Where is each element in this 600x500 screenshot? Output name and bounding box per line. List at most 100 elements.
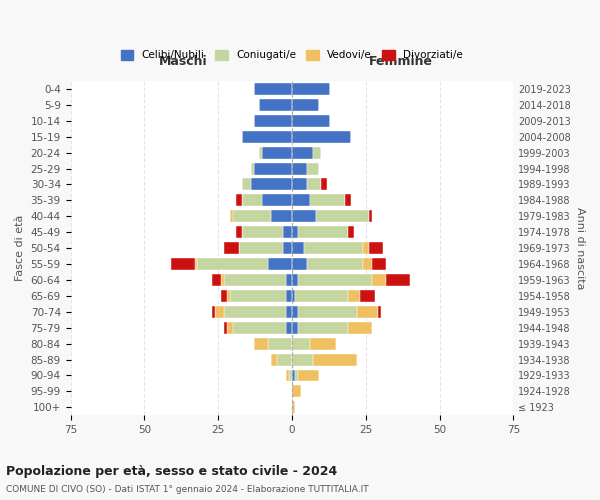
Bar bbox=[298, 306, 357, 318]
Bar bbox=[171, 258, 194, 270]
Bar bbox=[251, 162, 254, 174]
Bar bbox=[298, 370, 319, 382]
Y-axis label: Fasce di età: Fasce di età bbox=[15, 215, 25, 282]
Bar bbox=[292, 242, 304, 254]
Bar bbox=[254, 162, 292, 174]
Bar bbox=[286, 306, 292, 318]
Bar bbox=[348, 322, 371, 334]
Bar bbox=[224, 274, 286, 286]
Bar bbox=[292, 274, 298, 286]
Bar bbox=[259, 146, 262, 158]
Bar bbox=[197, 258, 268, 270]
Bar bbox=[242, 130, 292, 142]
Text: COMUNE DI CIVO (SO) - Dati ISTAT 1° gennaio 2024 - Elaborazione TUTTITALIA.IT: COMUNE DI CIVO (SO) - Dati ISTAT 1° genn… bbox=[6, 485, 368, 494]
Bar bbox=[292, 226, 298, 238]
Bar bbox=[224, 322, 227, 334]
Bar bbox=[304, 242, 363, 254]
Bar bbox=[230, 210, 233, 222]
Bar bbox=[271, 210, 292, 222]
Bar bbox=[292, 178, 307, 190]
Bar bbox=[251, 178, 292, 190]
Bar bbox=[227, 290, 230, 302]
Bar bbox=[236, 194, 242, 206]
Bar bbox=[262, 146, 292, 158]
Bar bbox=[236, 226, 242, 238]
Bar bbox=[230, 290, 286, 302]
Bar bbox=[345, 194, 351, 206]
Bar bbox=[371, 274, 386, 286]
Bar bbox=[242, 226, 283, 238]
Bar bbox=[292, 115, 331, 127]
Bar bbox=[292, 338, 310, 349]
Bar bbox=[386, 274, 410, 286]
Bar bbox=[298, 322, 348, 334]
Bar bbox=[307, 162, 319, 174]
Bar bbox=[292, 354, 313, 366]
Bar bbox=[307, 258, 363, 270]
Bar bbox=[292, 402, 295, 413]
Bar bbox=[295, 290, 348, 302]
Bar bbox=[310, 194, 345, 206]
Bar bbox=[292, 194, 310, 206]
Bar bbox=[277, 354, 292, 366]
Text: Femmine: Femmine bbox=[369, 56, 433, 68]
Bar bbox=[363, 242, 369, 254]
Bar bbox=[283, 242, 292, 254]
Bar bbox=[292, 83, 331, 95]
Bar bbox=[357, 306, 377, 318]
Bar bbox=[292, 306, 298, 318]
Bar bbox=[298, 274, 371, 286]
Bar bbox=[233, 210, 271, 222]
Bar bbox=[286, 290, 292, 302]
Bar bbox=[348, 290, 360, 302]
Bar bbox=[292, 130, 351, 142]
Bar bbox=[254, 83, 292, 95]
Bar bbox=[348, 226, 354, 238]
Bar bbox=[212, 274, 221, 286]
Bar bbox=[227, 322, 233, 334]
Bar bbox=[292, 210, 316, 222]
Bar bbox=[371, 258, 386, 270]
Bar bbox=[322, 178, 328, 190]
Bar bbox=[313, 354, 357, 366]
Bar bbox=[310, 338, 336, 349]
Bar bbox=[292, 386, 301, 398]
Bar bbox=[224, 242, 239, 254]
Bar bbox=[259, 99, 292, 111]
Bar bbox=[286, 370, 289, 382]
Text: Maschi: Maschi bbox=[158, 56, 207, 68]
Bar bbox=[377, 306, 380, 318]
Bar bbox=[194, 258, 197, 270]
Bar bbox=[224, 306, 286, 318]
Text: Popolazione per età, sesso e stato civile - 2024: Popolazione per età, sesso e stato civil… bbox=[6, 465, 337, 478]
Bar bbox=[268, 338, 292, 349]
Bar bbox=[292, 290, 295, 302]
Bar bbox=[292, 162, 307, 174]
Bar bbox=[369, 242, 383, 254]
Bar bbox=[254, 338, 268, 349]
Bar bbox=[292, 99, 319, 111]
Bar bbox=[316, 210, 369, 222]
Bar bbox=[221, 274, 224, 286]
Bar bbox=[239, 242, 283, 254]
Bar bbox=[242, 194, 262, 206]
Bar bbox=[289, 370, 292, 382]
Bar bbox=[283, 226, 292, 238]
Bar bbox=[268, 258, 292, 270]
Bar bbox=[242, 178, 251, 190]
Bar bbox=[295, 370, 298, 382]
Bar bbox=[271, 354, 277, 366]
Bar bbox=[221, 290, 227, 302]
Bar bbox=[307, 178, 322, 190]
Bar bbox=[369, 210, 371, 222]
Bar bbox=[286, 274, 292, 286]
Bar bbox=[292, 258, 307, 270]
Bar bbox=[212, 306, 215, 318]
Bar bbox=[292, 322, 298, 334]
Bar bbox=[292, 146, 313, 158]
Bar bbox=[286, 322, 292, 334]
Bar bbox=[292, 370, 295, 382]
Bar bbox=[254, 115, 292, 127]
Bar bbox=[233, 322, 286, 334]
Bar bbox=[363, 258, 371, 270]
